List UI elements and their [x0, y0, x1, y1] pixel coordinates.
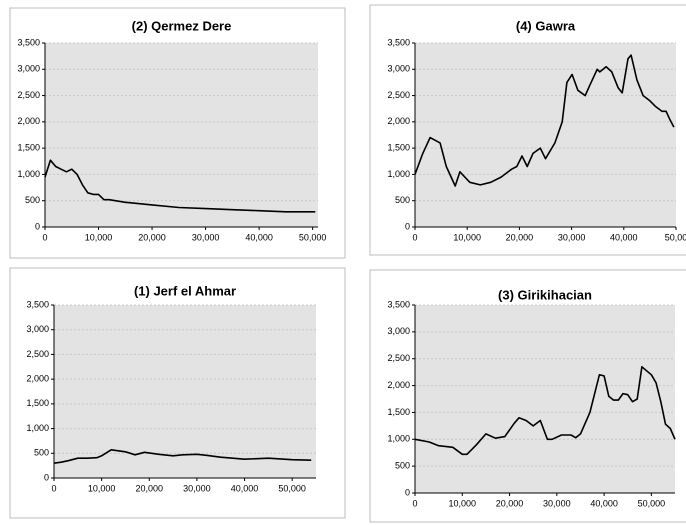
y-tick-label: 500 — [395, 461, 410, 471]
y-tick-label: 3,000 — [17, 64, 40, 74]
y-tick-label: 3,500 — [387, 37, 410, 47]
x-tick-label: 0 — [51, 483, 56, 493]
x-tick-label: 50,000 — [299, 232, 327, 242]
x-tick-label: 50,000 — [638, 498, 666, 508]
data-line — [44, 159, 316, 213]
y-tick-label: 2,500 — [387, 90, 410, 100]
y-tick-label: 1,500 — [17, 143, 40, 153]
y-tick-label: 2,000 — [387, 116, 410, 126]
x-tick-label: 0 — [412, 498, 417, 508]
x-tick-label: 0 — [42, 232, 47, 242]
y-tick-label: 1,000 — [387, 169, 410, 179]
x-tick-label: 40,000 — [245, 232, 273, 242]
x-tick-label: 30,000 — [192, 232, 220, 242]
x-tick-label: 20,000 — [136, 483, 164, 493]
y-tick-label: 3,500 — [387, 299, 410, 309]
x-tick-label: 10,000 — [449, 498, 477, 508]
x-tick-label: 0 — [412, 232, 417, 242]
y-tick-label: 1,500 — [387, 407, 410, 417]
x-tick-label: 20,000 — [506, 232, 534, 242]
y-tick-label: 0 — [44, 472, 49, 482]
y-tick-label: 2,000 — [387, 380, 410, 390]
x-tick-label: 20,000 — [138, 232, 166, 242]
data-line — [414, 54, 675, 187]
chart-title: (1) Jerf el Ahmar — [134, 283, 236, 298]
y-tick-label: 3,000 — [26, 324, 49, 334]
x-tick-label: 40,000 — [610, 232, 638, 242]
y-tick-label: 2,500 — [387, 353, 410, 363]
y-tick-label: 500 — [25, 195, 40, 205]
data-line — [414, 366, 676, 456]
y-tick-label: 3,000 — [387, 64, 410, 74]
x-tick-label: 10,000 — [453, 232, 481, 242]
y-tick-label: 0 — [405, 221, 410, 231]
plot-area — [415, 43, 676, 227]
chart-title: (4) Gawra — [516, 18, 576, 33]
x-tick-label: 40,000 — [590, 498, 618, 508]
x-tick-label: 40,000 — [231, 483, 259, 493]
x-tick-label: 10,000 — [85, 232, 113, 242]
chart-title: (3) Girikihacian — [498, 287, 592, 302]
data-line — [53, 449, 312, 464]
x-tick-label: 30,000 — [183, 483, 211, 493]
y-tick-label: 2,000 — [17, 116, 40, 126]
plot-area — [54, 305, 316, 478]
x-tick-label: 20,000 — [496, 498, 524, 508]
x-tick-label: 10,000 — [88, 483, 116, 493]
x-tick-label: 50,00 — [665, 232, 686, 242]
y-tick-label: 0 — [405, 487, 410, 497]
x-tick-label: 50,000 — [278, 483, 306, 493]
y-tick-label: 500 — [395, 195, 410, 205]
y-tick-label: 1,500 — [387, 143, 410, 153]
y-tick-label: 1,000 — [26, 423, 49, 433]
y-tick-label: 1,000 — [387, 434, 410, 444]
x-tick-label: 30,000 — [543, 498, 571, 508]
y-tick-label: 3,500 — [26, 299, 49, 309]
y-tick-label: 500 — [34, 448, 49, 458]
chart-title: (2) Qermez Dere — [132, 18, 232, 33]
plot-area — [45, 43, 318, 227]
y-tick-label: 3,500 — [17, 37, 40, 47]
y-tick-label: 1,000 — [17, 169, 40, 179]
y-tick-label: 2,000 — [26, 374, 49, 384]
plot-area — [415, 305, 675, 493]
x-tick-label: 30,000 — [558, 232, 586, 242]
y-tick-label: 1,500 — [26, 398, 49, 408]
y-tick-label: 3,000 — [387, 326, 410, 336]
y-tick-label: 2,500 — [26, 349, 49, 359]
y-tick-label: 0 — [35, 221, 40, 231]
y-tick-label: 2,500 — [17, 90, 40, 100]
